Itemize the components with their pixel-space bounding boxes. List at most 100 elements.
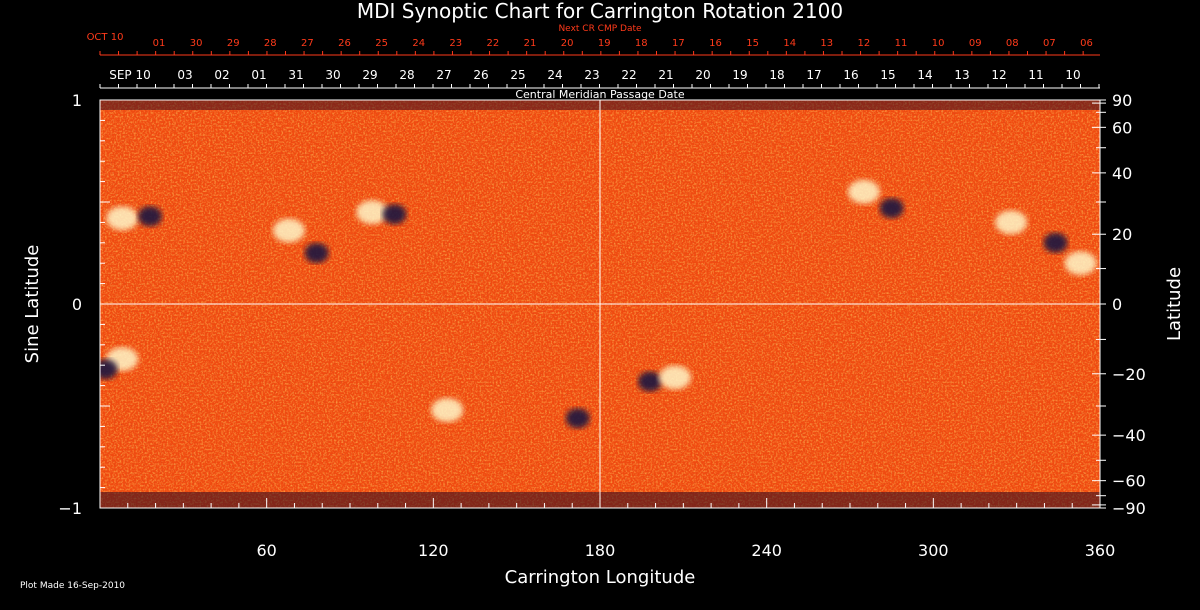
cmp-date-label: 21	[658, 68, 673, 82]
next-cr-date-label: 28	[264, 38, 277, 49]
cmp-date-label: 28	[399, 68, 414, 82]
positive-polarity-region	[431, 398, 464, 423]
cmp-axis-label: Central Meridian Passage Date	[515, 88, 684, 101]
positive-polarity-region	[995, 210, 1028, 235]
next-cr-date-label: 12	[858, 38, 871, 49]
next-cr-date-label: 24	[412, 38, 425, 49]
x-tick-label: 360	[1085, 541, 1116, 560]
next-cr-date-label: 16	[709, 38, 722, 49]
y-right-tick-label: −40	[1112, 426, 1146, 445]
cmp-date-label: 27	[436, 68, 451, 82]
y-right-tick-label: 0	[1112, 295, 1122, 314]
next-cr-date-label: 17	[672, 38, 685, 49]
negative-polarity-region	[100, 359, 118, 380]
next-cr-date-label: 14	[783, 38, 796, 49]
next-cr-date-label: 25	[375, 38, 388, 49]
cmp-date-label: 13	[954, 68, 969, 82]
positive-polarity-region	[847, 179, 880, 204]
right-y-axis-tick-labels: 90 60 40 20 0 −20 −40 −60 −90	[1112, 91, 1146, 518]
cmp-date-label: 18	[769, 68, 784, 82]
next-cr-date-label: OCT 10	[87, 32, 124, 43]
x-tick-label: 120	[418, 541, 449, 560]
next-cr-labels: OCT 10 01 30 29 28 27 26 25 24 23 22 21 20 19 18 17 16 15…	[87, 32, 1093, 49]
negative-polarity-region	[382, 204, 407, 225]
cmp-date-ticks	[99, 84, 1100, 88]
next-cr-date-label: 18	[635, 38, 648, 49]
next-cr-date-label: 06	[1080, 38, 1093, 49]
next-cr-date-label: 19	[598, 38, 611, 49]
next-cr-ticks	[99, 51, 1084, 55]
cmp-date-label: 17	[806, 68, 821, 82]
positive-polarity-region	[1064, 251, 1097, 276]
x-tick-label: 180	[585, 541, 616, 560]
next-cr-date-label: 13	[820, 38, 833, 49]
next-cr-date-label: 01	[153, 38, 166, 49]
y-left-tick-label: 0	[72, 295, 82, 314]
positive-polarity-region	[106, 206, 139, 231]
negative-polarity-region	[304, 243, 329, 263]
x-tick-label: 240	[751, 541, 782, 560]
y-right-tick-label: 60	[1112, 118, 1132, 137]
next-cr-date-label: 21	[524, 38, 537, 49]
y-right-tick-label: 40	[1112, 164, 1132, 183]
next-cr-date-label: 22	[487, 38, 500, 49]
negative-polarity-region	[638, 371, 662, 392]
cmp-date-label: 16	[843, 68, 858, 82]
next-cr-date-label: 27	[301, 38, 314, 49]
cmp-date-label: 19	[732, 68, 747, 82]
y-left-tick-label: −1	[58, 499, 82, 518]
cmp-date-label: 02	[214, 68, 229, 82]
cmp-date-label: 20	[695, 68, 710, 82]
cmp-date-label: 23	[584, 68, 599, 82]
next-cr-date-label: 07	[1043, 38, 1056, 49]
cmp-date-label: 29	[362, 68, 377, 82]
x-axis-tick-labels: 60 120 180 240 300 360	[256, 541, 1115, 560]
cmp-date-label: 25	[510, 68, 525, 82]
next-cr-date-label: 23	[449, 38, 462, 49]
plot-made-note: Plot Made 16-Sep-2010	[20, 581, 125, 591]
next-cr-date-label: 29	[227, 38, 240, 49]
active-regions	[100, 179, 1097, 429]
x-tick-label: 60	[256, 541, 276, 560]
cmp-date-label: 24	[547, 68, 562, 82]
y-right-tick-label: −20	[1112, 365, 1146, 384]
y-left-tick-label: 1	[72, 91, 82, 110]
positive-polarity-region	[659, 365, 691, 390]
y-right-tick-label: −90	[1112, 499, 1146, 518]
next-cr-date-label: 15	[746, 38, 759, 49]
x-axis-label: Carrington Longitude	[505, 567, 696, 588]
right-y-axis-label: Latitude	[1164, 267, 1185, 341]
cmp-date-label: 14	[917, 68, 932, 82]
y-right-tick-label: −60	[1112, 472, 1146, 491]
x-tick-label: 300	[918, 541, 949, 560]
next-cr-date-label: 09	[969, 38, 982, 49]
cmp-date-label: 01	[251, 68, 266, 82]
right-y-axis-ticks	[1092, 99, 1106, 509]
y-right-tick-label: 90	[1112, 91, 1132, 110]
next-cr-date-label: 08	[1006, 38, 1019, 49]
positive-polarity-region	[272, 218, 305, 243]
negative-polarity-region	[1043, 232, 1068, 253]
next-cr-date-label: 20	[561, 38, 574, 49]
negative-polarity-region	[879, 198, 904, 219]
next-cr-date-label: 10	[932, 38, 945, 49]
next-cr-date-label: 30	[190, 38, 203, 49]
cmp-date-label: 12	[991, 68, 1006, 82]
cmp-date-label: 30	[325, 68, 340, 82]
cmp-date-label: 31	[288, 68, 303, 82]
chart-title: MDI Synoptic Chart for Carrington Rotati…	[357, 0, 843, 23]
cmp-date-label: 22	[621, 68, 636, 82]
cmp-date-labels: SEP 10 03 02 01 31 30 29 28 27 26 25 24 23 22 21 20 19 18…	[109, 68, 1080, 82]
left-y-axis-tick-labels: 1 0 −1	[58, 91, 82, 518]
negative-polarity-region	[138, 206, 162, 227]
y-right-tick-label: 20	[1112, 225, 1132, 244]
negative-polarity-region	[565, 408, 590, 429]
cmp-date-label: SEP 10	[109, 68, 151, 82]
next-cr-axis-label: Next CR CMP Date	[558, 24, 642, 34]
next-cr-date-label: 26	[338, 38, 351, 49]
cmp-date-label: 26	[473, 68, 488, 82]
x-axis-ticks	[99, 498, 1101, 508]
cmp-date-label: 03	[177, 68, 192, 82]
positive-polarity-region	[356, 200, 389, 225]
